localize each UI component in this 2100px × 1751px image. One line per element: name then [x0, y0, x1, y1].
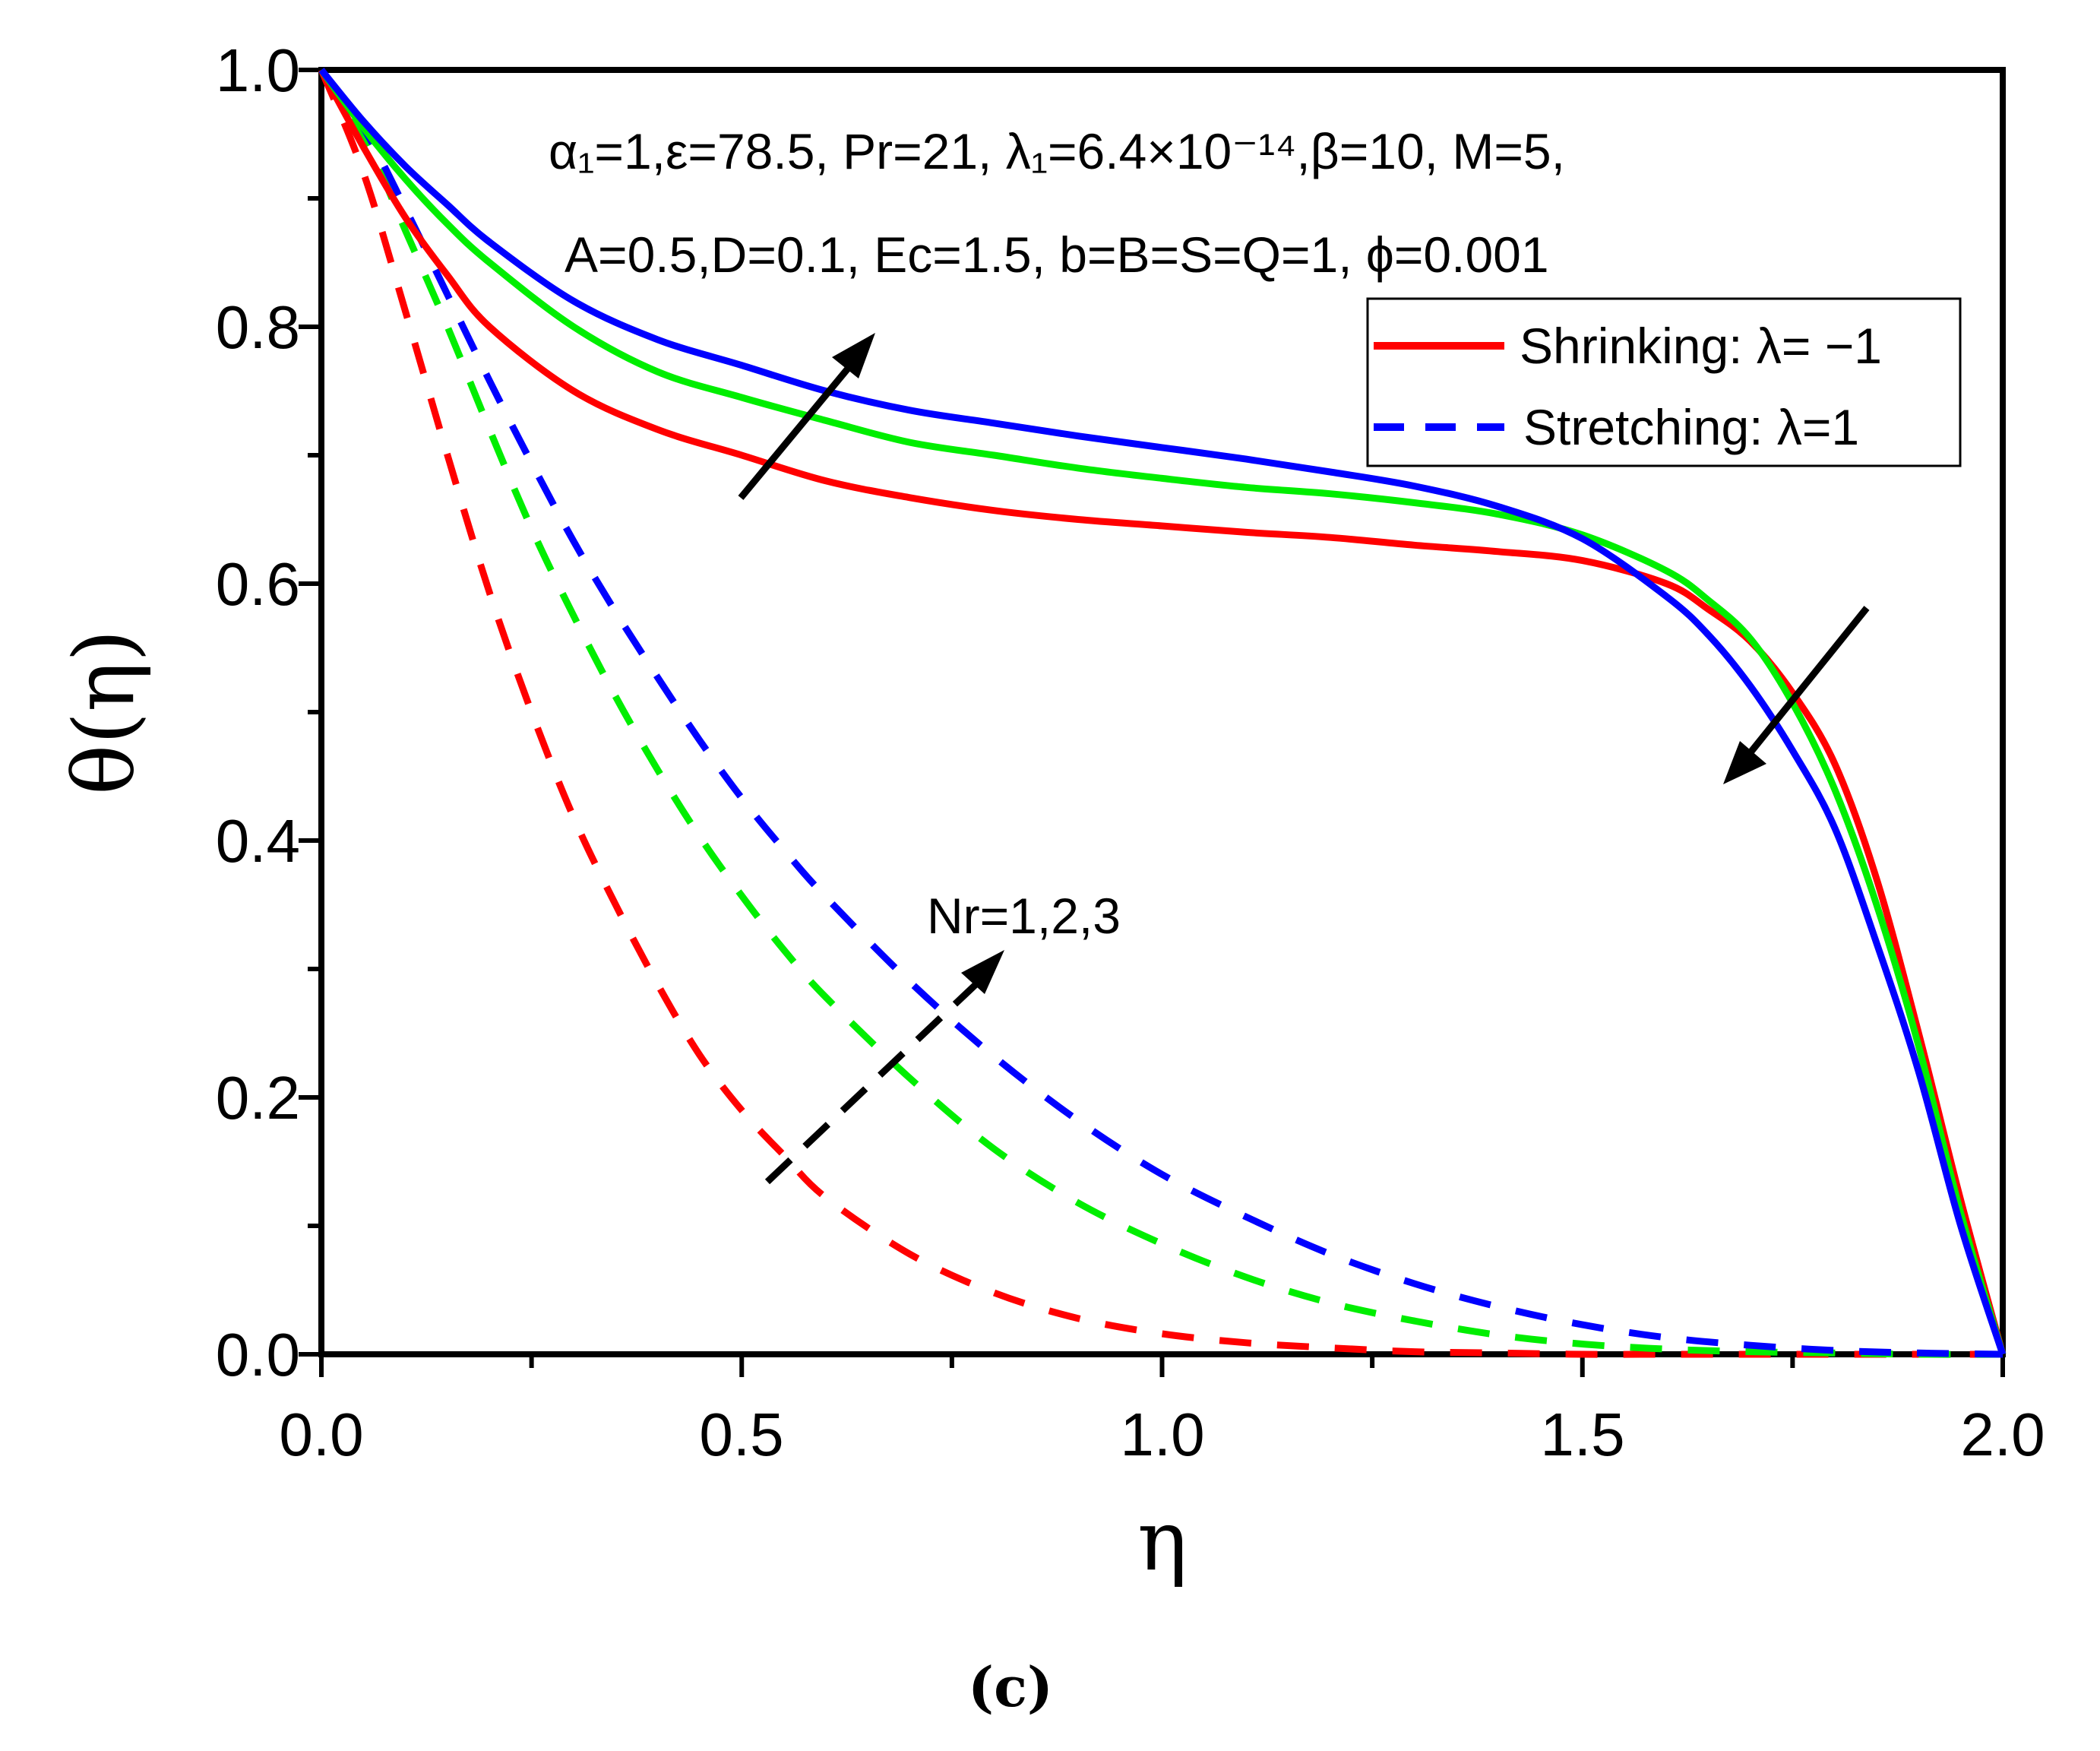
x-tick-labels: 0.0 0.5 1.0 1.5 2.0: [279, 1401, 2045, 1468]
y-tick-label: 0.4: [216, 807, 300, 875]
legend-box: [1366, 297, 1962, 467]
arrow-nr-shrinking-left: [738, 333, 875, 500]
x-axis-title: η: [1137, 1492, 1188, 1589]
series-line-shrinking-nr-2: [318, 68, 2007, 1356]
y-axis-title: θ(η): [55, 629, 153, 795]
y-ticks: [299, 68, 321, 1357]
legend-label-shrinking: Shrinking: λ= −1: [1520, 318, 1882, 374]
params-line-1: α₁=1,ε=78.5, Pr=21, λ₁=6.4×10⁻¹⁴,β=10, M…: [549, 123, 1565, 179]
series-line-stretching-nr-3: [318, 68, 2004, 1358]
nr-label: Nr=1,2,3: [927, 888, 1121, 944]
series-line-shrinking-nr-3: [318, 68, 2007, 1356]
x-tick-label: 2.0: [1960, 1401, 2045, 1468]
y-tick-label: 0.0: [216, 1321, 300, 1388]
arrow-nr-shrinking-right: [1723, 606, 1870, 784]
x-tick-label: 0.0: [279, 1401, 363, 1468]
y-tick-label: 1.0: [216, 36, 300, 104]
legend: Shrinking: λ= −1 Stretching: λ=1: [1366, 297, 1962, 467]
y-tick-label: 0.8: [216, 293, 300, 361]
series-layer: [318, 68, 2007, 1358]
y-tick-labels: 0.0 0.2 0.4 0.6 0.8 1.0: [216, 36, 300, 1388]
series-line-stretching-nr-2: [318, 68, 2004, 1358]
params-line-2: A=0.5,D=0.1, Ec=1.5, b=B=S=Q=1, ϕ=0.001: [565, 226, 1549, 283]
legend-label-stretching: Stretching: λ=1: [1523, 399, 1859, 455]
x-ticks: [319, 1354, 2005, 1377]
arrow-nr-stretching: [764, 950, 1004, 1185]
x-tick-label: 1.0: [1120, 1401, 1204, 1468]
x-tick-label: 1.5: [1540, 1401, 1624, 1468]
y-tick-label: 0.6: [216, 550, 300, 618]
y-tick-label: 0.2: [216, 1064, 300, 1132]
x-tick-label: 0.5: [699, 1401, 783, 1468]
figure-caption: (c): [968, 1654, 1053, 1719]
series-line-shrinking-nr-1: [318, 68, 2007, 1356]
